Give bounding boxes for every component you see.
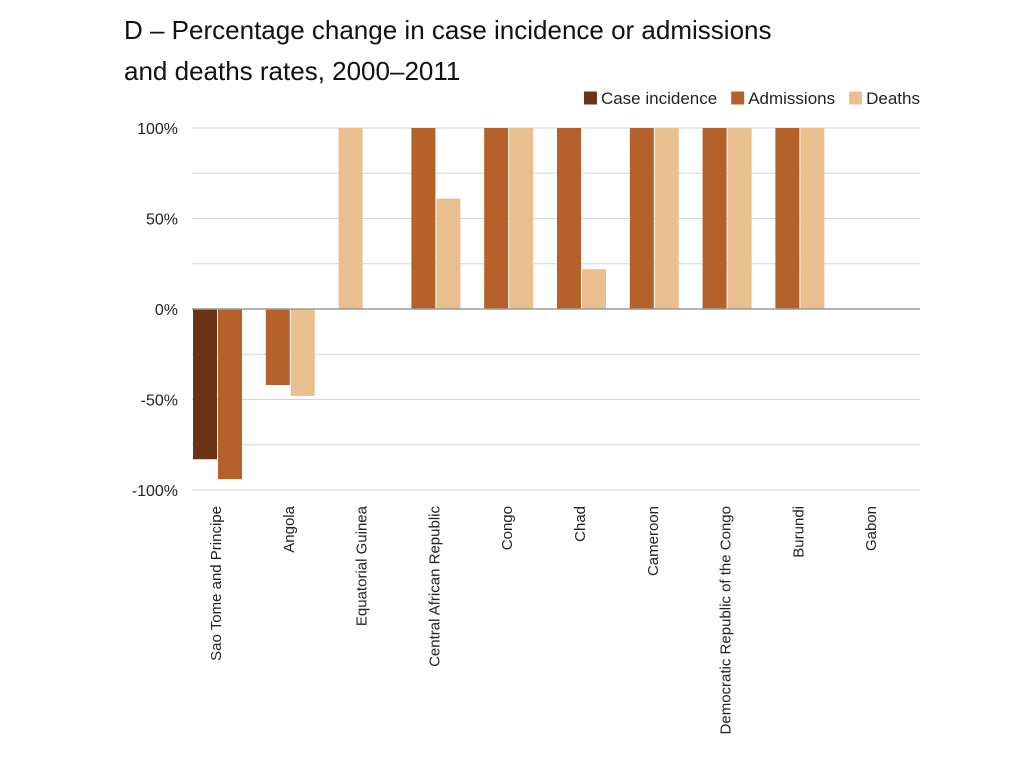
legend-swatch <box>731 91 745 105</box>
y-tick-label: -100% <box>132 483 178 500</box>
legend-swatch <box>583 91 597 105</box>
category-label: Burundi <box>790 506 807 558</box>
bar-admissions <box>629 128 654 309</box>
bar-deaths <box>290 309 315 396</box>
bar-admissions <box>484 128 509 309</box>
legend-swatch <box>849 91 863 105</box>
legend-label: Deaths <box>866 89 920 108</box>
y-tick-label: -50% <box>141 393 178 410</box>
bar-admissions <box>265 309 290 386</box>
chart-subtitle: and deaths rates, 2000–2011 <box>124 56 460 86</box>
bar-deaths <box>727 128 752 309</box>
bar-admissions <box>557 128 581 309</box>
legend-label: Admissions <box>748 89 835 108</box>
y-axis-ticks: 100% 50% 0% -50% -100% <box>132 121 178 500</box>
bar-admissions <box>411 128 436 309</box>
x-axis-categories: Sao Tome and Principe Angola Equatorial Gu… <box>208 505 880 734</box>
y-tick-label: 100% <box>137 121 178 138</box>
bar-deaths <box>436 198 461 309</box>
bar-deaths <box>800 128 825 309</box>
bar-admissions <box>218 309 242 480</box>
legend: Deaths Admissions Case incidence <box>583 89 920 108</box>
bar-deaths <box>654 128 679 309</box>
category-label: Congo <box>499 506 516 550</box>
bar-case-incidence <box>193 309 217 460</box>
category-label: Equatorial Guinea <box>354 505 371 626</box>
category-label: Democratic Republic of the Congo <box>718 506 735 734</box>
category-label: Sao Tome and Principe <box>208 506 225 661</box>
category-label: Central African Republic <box>426 506 443 667</box>
bar-admissions <box>775 128 800 309</box>
category-label: Angola <box>281 505 298 552</box>
bar-deaths <box>509 128 534 309</box>
category-label: Cameroon <box>645 506 662 576</box>
chart-title: D – Percentage change in case incidence … <box>124 15 772 45</box>
legend-label: Case incidence <box>601 89 717 108</box>
bar-deaths <box>582 269 606 309</box>
category-label: Gabon <box>863 506 880 551</box>
bars <box>193 128 825 480</box>
bar-deaths <box>338 128 363 309</box>
y-tick-label: 50% <box>146 212 178 229</box>
bar-admissions <box>702 128 727 309</box>
category-label: Chad <box>572 506 589 542</box>
y-tick-label: 0% <box>155 302 178 319</box>
